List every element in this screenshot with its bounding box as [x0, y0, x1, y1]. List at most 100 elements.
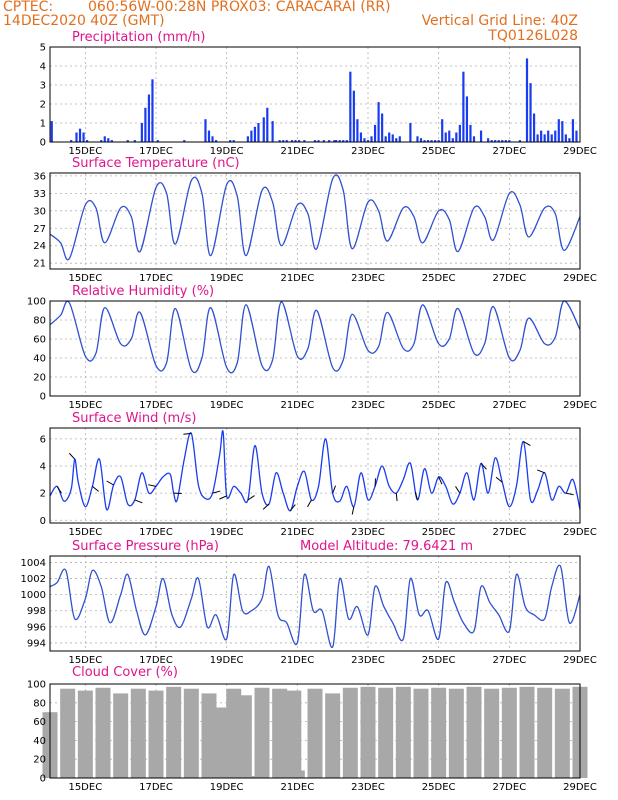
cloud-bar — [431, 687, 447, 778]
precip-bar — [536, 134, 539, 142]
precip-y-tick-label: 1 — [40, 119, 46, 130]
precip-bar — [419, 138, 423, 142]
temperature-x-tick-label: 21DEC — [280, 273, 314, 284]
precip-x-tick-label: 21DEC — [280, 146, 314, 157]
precip-bar — [458, 124, 461, 142]
precip-bar — [561, 121, 564, 142]
precip-bar — [444, 132, 447, 142]
precip-bar — [525, 58, 529, 142]
precip-bar — [298, 140, 301, 142]
temperature-x-tick-label: 23DEC — [351, 273, 385, 284]
humidity-y-tick-label: 20 — [33, 373, 46, 384]
precip-x-tick-label: 23DEC — [351, 146, 385, 157]
wind-arrow — [480, 462, 487, 470]
precip-bar — [75, 132, 78, 142]
pressure-x-tick-label: 29DEC — [563, 655, 597, 666]
temperature-x-tick-label: 27DEC — [492, 273, 526, 284]
cloud-y-tick-label: 40 — [33, 736, 46, 747]
precip-bar — [395, 138, 398, 142]
wind-arrow — [212, 490, 221, 494]
wind-x-tick-label: 21DEC — [280, 527, 314, 538]
wind-arrow — [523, 441, 531, 447]
pressure-y-tick-label: 994 — [27, 638, 46, 649]
cloud-bar — [413, 688, 429, 778]
precip-bar — [250, 130, 253, 142]
cloud-y-tick-label: 100 — [27, 680, 46, 691]
precip-y-tick-label: 3 — [40, 81, 46, 92]
wind-y-tick-label: 6 — [40, 434, 46, 445]
wind-x-tick-label: 29DEC — [563, 527, 597, 538]
humidity-series-line — [49, 300, 581, 374]
humidity-x-tick-label: 29DEC — [563, 400, 597, 411]
cloud-bar — [272, 688, 288, 778]
wind-arrow — [351, 506, 355, 515]
precip-bar — [518, 140, 522, 142]
temperature-title: Surface Temperature (nC) — [72, 156, 240, 171]
temperature-y-tick-label: 33 — [33, 189, 46, 200]
precip-bar — [342, 140, 345, 142]
cloud-x-tick-label: 27DEC — [492, 782, 526, 793]
precip-bar — [479, 130, 483, 142]
header-grid-note: Vertical Grid Line: 40Z — [422, 13, 578, 29]
wind-x-tick-label: 23DEC — [351, 527, 385, 538]
precip-bar — [229, 140, 232, 142]
pressure-x-tick-label: 15DEC — [68, 655, 102, 666]
precip-bar — [278, 140, 281, 142]
precip-bar — [571, 119, 575, 142]
temperature-y-tick-label: 24 — [33, 241, 46, 252]
temperature-y-tick-label: 36 — [33, 171, 46, 182]
cloud-bar — [130, 688, 146, 778]
pressure-title: Surface Pressure (hPa) — [72, 539, 219, 554]
precip-frame — [49, 46, 581, 143]
cloud-bar — [113, 693, 129, 778]
humidity-x-tick-label: 21DEC — [280, 400, 314, 411]
wind-x-tick-label: 17DEC — [139, 527, 173, 538]
wind-series-line — [49, 430, 581, 512]
cloud-y-tick-label: 0 — [40, 774, 46, 785]
wind-arrow — [495, 476, 503, 483]
wind-y-tick-label: 2 — [40, 489, 46, 500]
precip-bar — [338, 140, 341, 142]
precip-bar — [285, 140, 288, 142]
cloud-x-tick-label: 17DEC — [139, 782, 173, 793]
cloud-bar — [484, 688, 500, 778]
temperature-frame — [49, 172, 581, 270]
precip-bar — [465, 96, 469, 142]
panel-surface-wind: 0 2 4 6 15DEC 17DEC 19DEC 21DEC 23DEC 25DEC 27DEC 2… — [40, 411, 597, 538]
humidity-y-tick-label: 60 — [33, 335, 46, 346]
precip-y-tick-label: 4 — [40, 62, 46, 73]
wind-arrow — [395, 493, 398, 502]
precip-bar — [207, 130, 211, 142]
precip-bar — [183, 140, 186, 142]
precip-bar — [540, 130, 543, 142]
cloud-bar — [554, 688, 570, 778]
temperature-x-tick-label: 17DEC — [139, 273, 173, 284]
precip-bar — [529, 83, 532, 142]
wind-arrow — [332, 485, 337, 494]
humidity-title: Relative Humidity (%) — [72, 284, 214, 299]
precip-bar — [370, 136, 373, 142]
cloud-bar — [325, 693, 341, 778]
pressure-frame — [49, 555, 581, 652]
wind-arrow — [106, 480, 114, 486]
precip-bar — [147, 94, 151, 142]
precip-bar — [70, 140, 73, 142]
cloud-frame — [49, 683, 581, 779]
cloud-y-tick-label: 60 — [33, 717, 46, 728]
precip-bar — [107, 138, 110, 142]
cloud-x-tick-label: 19DEC — [210, 782, 244, 793]
cloud-x-tick-label: 15DEC — [68, 782, 102, 793]
pressure-annotation: Model Altitude: 79.6421 m — [300, 539, 473, 554]
wind-x-tick-label: 19DEC — [210, 527, 244, 538]
cloud-bar — [95, 687, 111, 778]
precip-bar — [532, 113, 536, 142]
humidity-y-tick-label: 100 — [27, 297, 46, 308]
precip-bar — [423, 140, 426, 142]
precip-x-tick-label: 29DEC — [563, 146, 597, 157]
cloud-x-tick-label: 23DEC — [351, 782, 385, 793]
temperature-y-tick-label: 30 — [33, 206, 46, 217]
precip-bar — [151, 79, 154, 142]
precip-bar — [359, 132, 363, 142]
precip-bar — [437, 140, 440, 142]
precip-bar — [126, 140, 129, 142]
